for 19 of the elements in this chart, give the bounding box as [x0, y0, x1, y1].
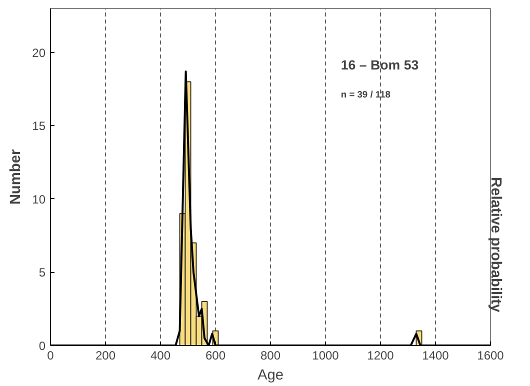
y-tick-label: 10: [32, 192, 46, 206]
x-tick-label: 1400: [422, 348, 450, 362]
annotation: n = 39 / 118: [340, 89, 390, 100]
x-tick-label: 1000: [312, 348, 340, 362]
y-axis-title: Number: [8, 149, 24, 205]
x-axis-title: Age: [257, 368, 284, 384]
x-tick-label: 600: [205, 348, 226, 362]
y-tick-label: 20: [32, 46, 46, 60]
x-tick-label: 200: [95, 348, 116, 362]
y-tick-label: 5: [38, 266, 46, 280]
x-tick-label: 1600: [477, 348, 504, 362]
x-tick-label: 0: [47, 348, 54, 362]
y-tick-label: 0: [38, 339, 46, 353]
y2-axis-title: Relative probability: [488, 177, 504, 314]
x-tick-label: 1200: [367, 348, 394, 362]
annotation: 16 – Bom 53: [340, 58, 419, 73]
y-tick-label: 15: [32, 119, 46, 134]
x-tick-label: 400: [150, 348, 171, 362]
x-tick-label: 800: [260, 348, 281, 362]
